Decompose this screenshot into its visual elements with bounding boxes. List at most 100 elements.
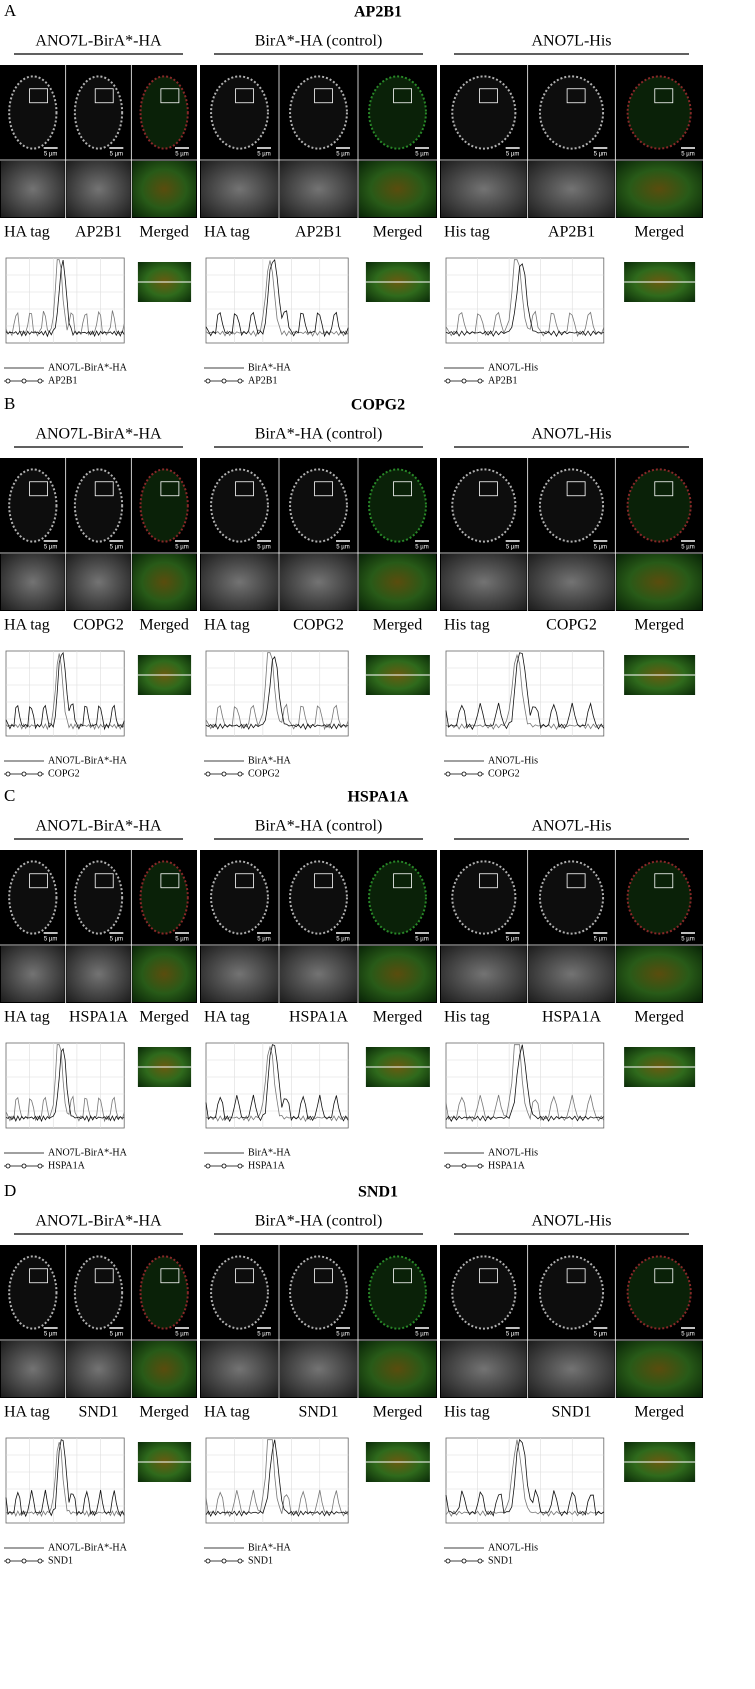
zoom-image [201, 161, 278, 217]
cell-outline [626, 1255, 692, 1330]
cell-outline [73, 1255, 124, 1330]
zoom-image [1, 946, 65, 1002]
legend-label: BirA*-HA [248, 1542, 292, 1553]
zoom-image [280, 161, 357, 217]
zoom-image [1, 1341, 65, 1397]
zoom-image [66, 161, 131, 217]
roi-box [654, 873, 674, 889]
zoom-image [441, 161, 527, 217]
column-header: ANO7L-BirA*-HA [35, 426, 162, 443]
legend-marker [21, 378, 27, 384]
column-header: ANO7L-His [532, 33, 612, 50]
legend-label: AP2B1 [488, 375, 517, 386]
channel-label: Merged [139, 224, 188, 241]
column-header: ANO7L-BirA*-HA [35, 33, 162, 50]
profile-trace [205, 260, 349, 338]
channel-label: COPG2 [546, 617, 597, 634]
profile-trace [5, 259, 125, 337]
profile-trace [205, 656, 349, 731]
roi-box [479, 481, 498, 497]
roi-box [393, 873, 412, 889]
zoom-image [528, 1341, 615, 1397]
column-header: ANO7L-His [532, 426, 612, 443]
channel-label: AP2B1 [295, 224, 342, 241]
profile-plot [205, 1042, 349, 1129]
cell-outline [210, 468, 269, 543]
roi-box [314, 1268, 333, 1284]
zoom-image [66, 946, 131, 1002]
legend-label: BirA*-HA [248, 1147, 292, 1158]
cell-outline [210, 860, 269, 935]
column-header: ANO7L-His [532, 818, 612, 835]
legend-label: SND1 [48, 1555, 73, 1566]
cell-outline [626, 75, 692, 150]
zoom-image [528, 161, 615, 217]
scale-bar-label: 5 µm [681, 937, 694, 943]
scale-bar-label: 5 µm [415, 545, 428, 551]
legend-marker [37, 1558, 43, 1564]
channel-label: AP2B1 [75, 224, 122, 241]
scale-bar-label: 5 µm [257, 545, 270, 551]
roi-box [235, 1268, 254, 1284]
legend-label: SND1 [488, 1555, 513, 1566]
zoom-image [441, 554, 527, 610]
zoom-image [616, 946, 702, 1002]
panel-title: AP2B1 [354, 4, 402, 21]
scale-bar-label: 5 µm [175, 545, 188, 551]
channel-label: Merged [634, 1009, 683, 1026]
profile-plot [5, 1042, 125, 1129]
legend-marker [221, 378, 227, 384]
zoom-image [201, 554, 278, 610]
column-header: BirA*-HA (control) [255, 818, 383, 835]
cell-outline [139, 75, 189, 150]
legend-label: HSPA1A [488, 1160, 526, 1171]
legend-marker [237, 378, 243, 384]
channel-label: HA tag [4, 1009, 50, 1026]
roi-box [29, 88, 48, 104]
channel-label: HA tag [4, 1404, 50, 1421]
profile-trace [445, 1044, 605, 1122]
legend-marker [5, 378, 11, 384]
cell-outline [8, 860, 58, 935]
profile-plot [445, 650, 605, 737]
zoom-image [528, 946, 615, 1002]
channel-label: Merged [373, 224, 422, 241]
legend-label: ANO7L-His [488, 362, 538, 373]
legend-marker [37, 1163, 43, 1169]
cell-outline [289, 1255, 348, 1330]
scale-bar-label: 5 µm [257, 152, 270, 158]
channel-label: His tag [444, 1009, 490, 1026]
scale-bar-label: 5 µm [594, 1332, 607, 1338]
channel-label: His tag [444, 617, 490, 634]
zoom-image [132, 554, 196, 610]
roi-box [314, 481, 333, 497]
roi-box [654, 1268, 674, 1284]
channel-label: SND1 [551, 1404, 591, 1421]
scale-bar-label: 5 µm [110, 1332, 123, 1338]
roi-box [160, 88, 180, 104]
zoom-image [359, 161, 436, 217]
cell-outline [538, 860, 605, 935]
cell-outline [289, 468, 348, 543]
cell-outline [73, 75, 124, 150]
legend-marker [461, 378, 467, 384]
legend-label: AP2B1 [248, 375, 277, 386]
scale-bar-label: 5 µm [681, 1332, 694, 1338]
panel-title: HSPA1A [347, 789, 408, 806]
legend-marker [5, 1558, 11, 1564]
cell-outline [626, 860, 692, 935]
profile-trace [445, 652, 605, 731]
zoom-image [616, 1341, 702, 1397]
legend-label: BirA*-HA [248, 755, 292, 766]
roi-box [29, 1268, 48, 1284]
panel-letter: C [4, 786, 15, 805]
roi-box [314, 873, 333, 889]
legend-marker [221, 771, 227, 777]
legend-marker [237, 771, 243, 777]
roi-box [566, 873, 586, 889]
channel-label: HA tag [4, 617, 50, 634]
cell-outline [451, 1255, 517, 1330]
legend-marker [5, 771, 11, 777]
channel-label: His tag [444, 1404, 490, 1421]
